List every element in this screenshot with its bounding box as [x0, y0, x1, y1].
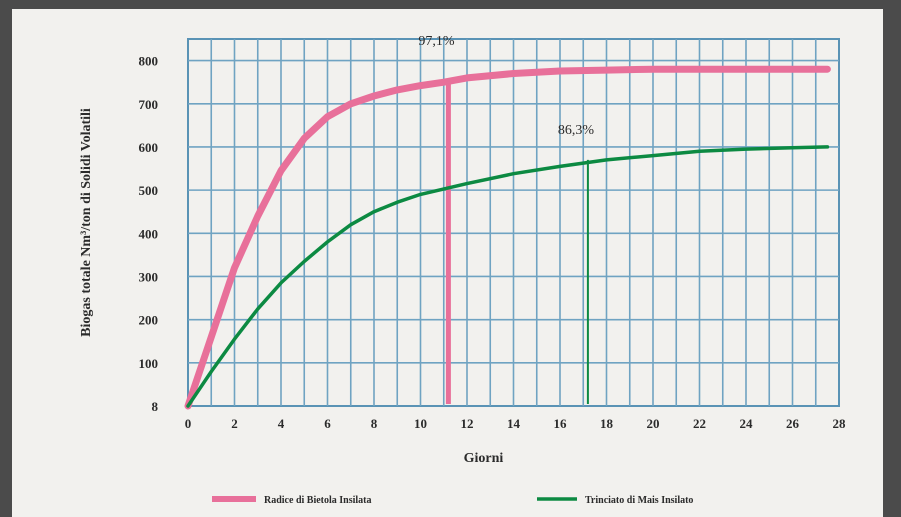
- x-tick-label: 20: [647, 416, 660, 431]
- annotation-radice: 97,1%: [418, 34, 455, 49]
- series-line-radice: [184, 65, 831, 410]
- x-tick-label: 6: [324, 416, 331, 431]
- legend: Radice di Bietola Insilata Trinciato di …: [212, 495, 693, 506]
- y-tick-label: 600: [139, 140, 159, 155]
- x-tick-label: 16: [554, 416, 568, 431]
- chart-svg: 97,1%86,3% 0 2 4 6 8 10 12 14 16 18 20 22 24 26 288100…: [79, 34, 847, 506]
- x-tick-label: 22: [693, 416, 706, 431]
- x-tick-label: 14: [507, 416, 521, 431]
- y-tick-label: 300: [139, 269, 159, 284]
- x-tick-label: 4: [278, 416, 285, 431]
- y-tick-label: 500: [139, 183, 159, 198]
- y-tick-label: 100: [139, 356, 159, 371]
- x-tick-label: 2: [231, 416, 238, 431]
- x-tick-label: 0: [185, 416, 192, 431]
- x-tick-label: 26: [786, 416, 800, 431]
- y-tick-label: 200: [139, 313, 159, 328]
- grid: [187, 38, 840, 407]
- x-tick-label: 8: [371, 416, 378, 431]
- ticks-layer: 0 2 4 6 8 10 12 14 16 18 20 22 24 26 28810020030040050…: [139, 54, 847, 431]
- annotation-mais: 86,3%: [558, 123, 595, 138]
- y-tick-label: 800: [139, 54, 159, 69]
- y-tick-label: 400: [139, 226, 159, 241]
- y-tick-label: 8: [152, 399, 159, 414]
- series-line-mais: [186, 145, 830, 408]
- x-tick-label: 18: [600, 416, 614, 431]
- chart-frame: 97,1% 86,3% 0 2 4 6 8 10 12 14 16 18 20 22 24 26 28 8 100…: [12, 9, 883, 517]
- x-tick-label: 28: [833, 416, 847, 431]
- x-axis-title: Giorni: [464, 451, 504, 466]
- x-tick-label: 10: [414, 416, 427, 431]
- x-tick-label: 12: [461, 416, 474, 431]
- series-layer: 97,1% 86,3%: [184, 34, 831, 410]
- x-tick-label: 24: [740, 416, 754, 431]
- y-tick-label: 700: [139, 97, 159, 112]
- legend-label-radice: Radice di Bietola Insilata: [264, 495, 372, 506]
- y-axis-title: Biogas totale Nm³/ton di Solidi Volatili: [79, 108, 94, 337]
- legend-label-mais: Trinciato di Mais Insilato: [585, 495, 693, 506]
